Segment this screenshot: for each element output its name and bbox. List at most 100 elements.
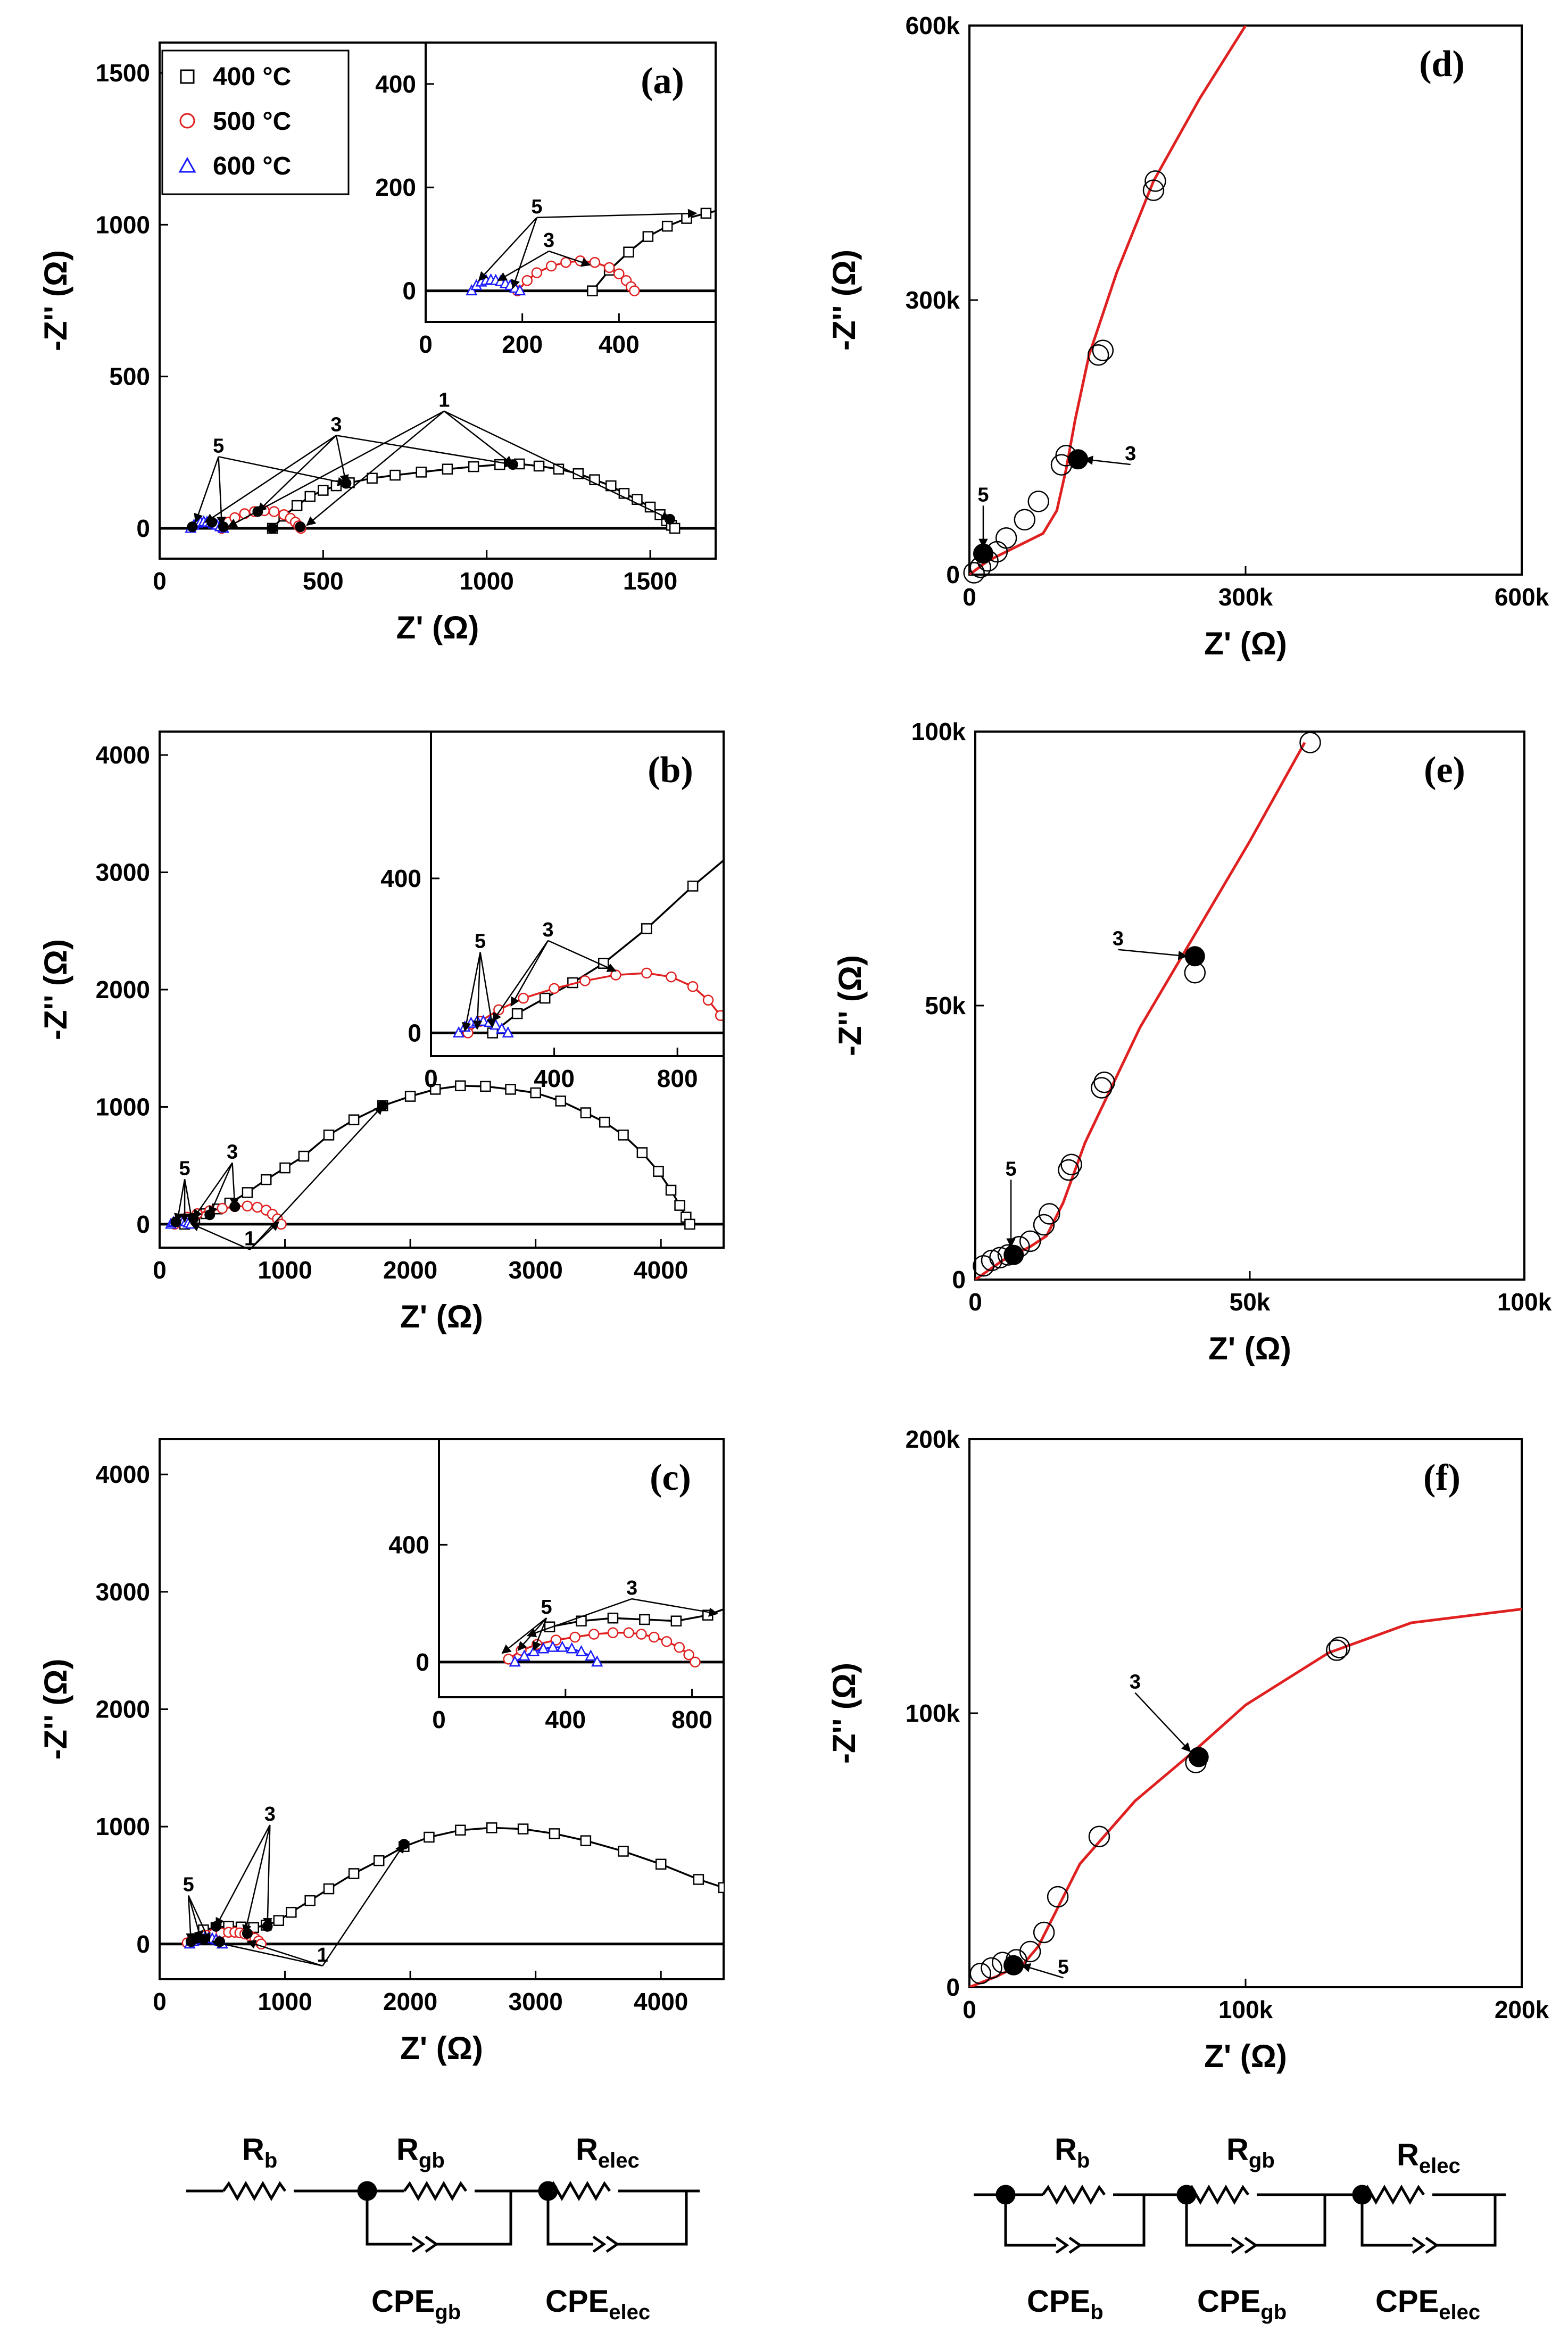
x-tick-label: 0 [963, 1996, 976, 2023]
annotation-arrow [1083, 455, 1131, 466]
y-tick-label: 3000 [96, 859, 150, 886]
data-point-circle [666, 971, 677, 983]
data-point-circle [242, 1200, 253, 1211]
data-point-square [653, 1166, 664, 1177]
annotation-arrow [444, 410, 671, 520]
data-point-square [511, 1008, 523, 1019]
data-point-square [618, 1846, 629, 1857]
x-tick-label: 1000 [258, 1256, 312, 1284]
annotation-arrow [472, 952, 483, 1030]
inset-c: 0 400 800 0 400 3 5 [388, 1438, 934, 1733]
x-tick-label: 0 [968, 1288, 982, 1316]
y-tick-label: 1000 [96, 1813, 150, 1840]
circuit-label-subscript: gb [419, 2149, 445, 2172]
x-tick-label: 50k [1230, 1288, 1271, 1316]
data-point-circle [579, 975, 591, 986]
data-point-square [373, 1855, 385, 1866]
cpe-elec-symbol [1412, 2236, 1439, 2254]
junction-node [357, 2181, 377, 2201]
inset-bg [426, 43, 716, 322]
data-point-circle [687, 981, 699, 992]
data-point-circle [725, 1028, 735, 1037]
panel-label: (f) [1423, 1457, 1461, 1498]
annotation-arrow [246, 1939, 323, 1967]
data-point-circle [610, 969, 621, 981]
y-tick-label: 400 [388, 1531, 429, 1558]
annotation-label: 3 [1130, 1671, 1141, 1694]
data-point-square [924, 178, 933, 187]
y-axis-label: -Z'' (Ω) [832, 955, 868, 1056]
panel-label: (b) [648, 750, 693, 791]
data-point-open [1329, 1637, 1350, 1658]
x-tick-label: 3000 [508, 1256, 562, 1284]
data-point-square [665, 1184, 677, 1196]
x-tick-label: 400 [545, 1706, 586, 1733]
data-point-circle [603, 262, 615, 273]
data-point-square [982, 180, 991, 189]
data-point-square [684, 1218, 695, 1230]
data-point-filled [218, 521, 229, 533]
data-point-triangle [546, 1640, 559, 1652]
annotation-arrow [306, 410, 445, 526]
data-point-square [669, 522, 681, 534]
annotation-arrow [526, 1598, 633, 1638]
x-tick-label: 400 [534, 1065, 575, 1092]
junction-node [538, 2181, 558, 2201]
circuit-label-subscript: elec [1419, 2154, 1461, 2178]
data-point-circle [690, 1656, 701, 1668]
data-point-square [580, 1835, 592, 1846]
annotation-label: 5 [213, 435, 224, 457]
y-tick-label: 0 [136, 514, 150, 542]
y-tick-label: 0 [408, 1019, 421, 1047]
data-point-square [693, 1874, 704, 1885]
annotation-arrow [229, 1163, 239, 1208]
data-point-square [539, 992, 551, 1004]
data-point-filled [214, 1936, 226, 1947]
cpe-gb-symbol [1231, 2236, 1258, 2254]
data-point-square [424, 1831, 435, 1843]
fit-curve [975, 742, 1306, 1280]
annotation-label: 3 [227, 1141, 238, 1163]
fit-group [969, 26, 1247, 575]
equivalent-circuit-right [974, 2184, 1506, 2254]
annotation-label: 5 [1058, 1956, 1069, 1978]
series-group [185, 458, 681, 534]
data-point-square [735, 201, 744, 210]
annotation-arrow [249, 1221, 280, 1250]
y-tick-label: 50k [925, 992, 966, 1019]
data-point-square [1010, 185, 1020, 195]
data-point-square [599, 1116, 610, 1128]
data-point-square [1289, 584, 1298, 593]
x-tick-label: 300k [1218, 583, 1273, 611]
legend-label-600: 600 °C [213, 152, 291, 180]
x-tick-label: 1000 [460, 567, 514, 595]
cpe-b-symbol [1055, 2236, 1083, 2254]
x-tick-label: 0 [419, 330, 433, 358]
data-point-square [623, 246, 634, 258]
series-fit-line [514, 1646, 598, 1663]
data-point-square [298, 1150, 310, 1162]
annotation-arrow [501, 1617, 547, 1654]
data-point-square [517, 1823, 529, 1835]
data-point-circle [217, 1202, 228, 1214]
data-point-square [924, 1481, 934, 1491]
y-tick-label: 100k [911, 718, 966, 745]
data-point-circle [641, 967, 652, 979]
data-point-square [1107, 227, 1117, 236]
data-point-filled [267, 522, 278, 534]
annotation-label: 5 [475, 931, 486, 953]
data-point-square [291, 500, 303, 511]
data-point-square [618, 1130, 629, 1141]
legend-marker-triangle [178, 156, 196, 173]
y-axis-label: -Z'' (Ω) [826, 1663, 862, 1764]
data-point-square [861, 1520, 871, 1529]
data-point-square [318, 485, 329, 496]
x-tick-label: 3000 [508, 1988, 562, 2015]
junction-node [1176, 2185, 1197, 2205]
junction-node [1352, 2185, 1372, 2205]
x-tick-label: 500 [303, 567, 344, 595]
x-tick-label: 800 [671, 1706, 712, 1733]
data-point-circle [623, 1627, 634, 1638]
data-point-open [981, 1957, 1002, 1979]
